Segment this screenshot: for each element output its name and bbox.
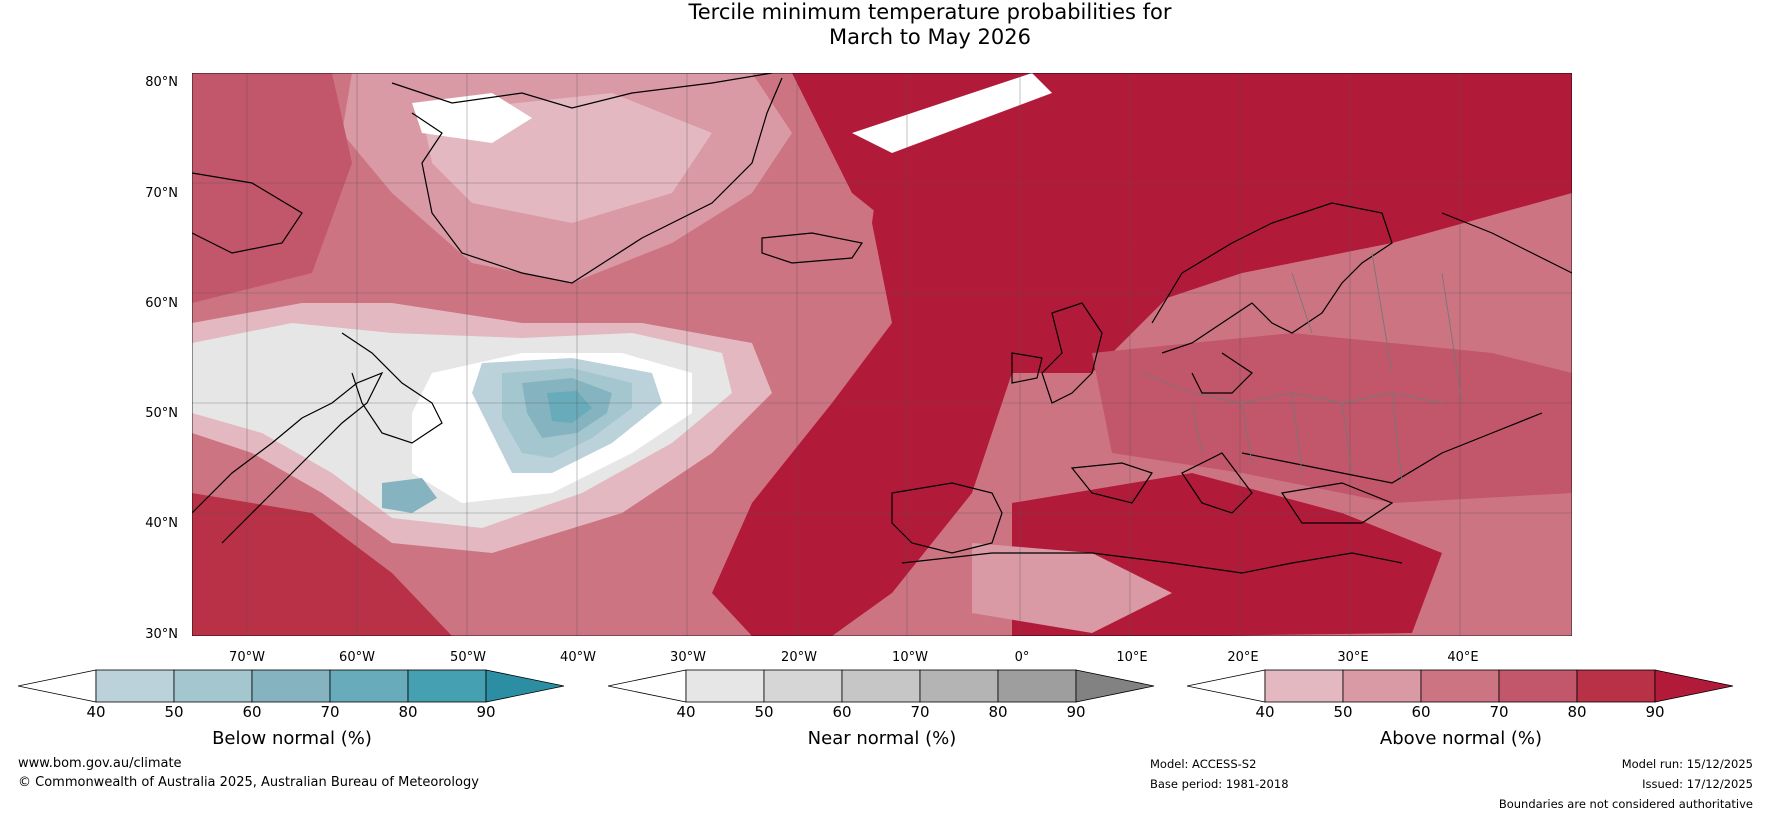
map-title: Tercile minimum temperature probabilitie… bbox=[0, 0, 1770, 50]
colorbar-near bbox=[608, 669, 1155, 703]
lat-label: 60°N bbox=[145, 296, 178, 311]
coastlines bbox=[192, 73, 1572, 574]
colorbar-tick-label: 70 bbox=[910, 703, 930, 721]
region-canada-red bbox=[192, 73, 352, 303]
colorbar-segment bbox=[173, 669, 253, 703]
footer-issued: Issued: 17/12/2025 bbox=[1642, 777, 1753, 791]
lon-label: 10°W bbox=[892, 650, 928, 665]
colorbar-extend-high bbox=[485, 669, 565, 703]
region-greenland-white bbox=[412, 93, 532, 143]
colorbar-above-label: Above normal (%) bbox=[1379, 728, 1543, 749]
colorbar-segment bbox=[1498, 669, 1578, 703]
colorbar-tick-label: 80 bbox=[988, 703, 1008, 721]
colorbar-extend-high bbox=[1654, 669, 1734, 703]
footer-model: Model: ACCESS-S2 bbox=[1150, 757, 1257, 771]
lat-label: 80°N bbox=[145, 75, 178, 90]
footer-url[interactable]: www.bom.gov.au/climate bbox=[18, 756, 182, 771]
footer-copyright: © Commonwealth of Australia 2025, Austra… bbox=[18, 775, 479, 790]
colorbar-tick-label: 50 bbox=[164, 703, 184, 721]
region-arctic-white bbox=[852, 73, 1052, 153]
lon-label: 40°E bbox=[1447, 650, 1479, 665]
colorbar-tick-label: 90 bbox=[476, 703, 496, 721]
colorbar-tick-label: 40 bbox=[86, 703, 106, 721]
colorbar-extend-low bbox=[1187, 669, 1266, 703]
lon-label: 30°W bbox=[670, 650, 706, 665]
lon-label: 50°W bbox=[450, 650, 486, 665]
lat-label: 50°N bbox=[145, 406, 178, 421]
lon-label: 60°W bbox=[339, 650, 375, 665]
colorbar-tick-label: 80 bbox=[398, 703, 418, 721]
map-area bbox=[192, 73, 1572, 636]
colorbar-tick-label: 90 bbox=[1066, 703, 1086, 721]
colorbar-segment bbox=[763, 669, 843, 703]
colorbar-tick-label: 90 bbox=[1645, 703, 1665, 721]
colorbar-tick-label: 80 bbox=[1567, 703, 1587, 721]
footer-model-run: Model run: 15/12/2025 bbox=[1621, 757, 1753, 771]
colorbar-segment bbox=[685, 669, 765, 703]
region-below-small bbox=[382, 478, 437, 513]
colorbar-extend-low bbox=[18, 669, 97, 703]
colorbar-tick-label: 50 bbox=[754, 703, 774, 721]
lon-label: 0° bbox=[1014, 650, 1030, 665]
lon-label: 10°E bbox=[1116, 650, 1148, 665]
colorbar-tick-label: 40 bbox=[1255, 703, 1275, 721]
colorbar-tick-label: 60 bbox=[1411, 703, 1431, 721]
lat-label: 40°N bbox=[145, 516, 178, 531]
map-svg bbox=[192, 73, 1572, 636]
colorbar-below bbox=[18, 669, 565, 703]
colorbar-extend-low bbox=[608, 669, 687, 703]
title-line-1: Tercile minimum temperature probabilitie… bbox=[688, 0, 1172, 24]
lon-label: 30°E bbox=[1337, 650, 1369, 665]
colorbar-tick-label: 60 bbox=[832, 703, 852, 721]
country-borders bbox=[1141, 252, 1463, 484]
colorbar-tick-label: 70 bbox=[1489, 703, 1509, 721]
lon-label: 20°E bbox=[1227, 650, 1259, 665]
colorbar-segment bbox=[1576, 669, 1656, 703]
colorbar-above bbox=[1187, 669, 1734, 703]
title-line-2: March to May 2026 bbox=[829, 25, 1031, 49]
lat-label: 70°N bbox=[145, 186, 178, 201]
region-red-sw bbox=[192, 493, 452, 636]
colorbar-segment bbox=[841, 669, 921, 703]
region-below-80 bbox=[547, 391, 592, 423]
colorbar-segment bbox=[1342, 669, 1422, 703]
colorbar-segment bbox=[997, 669, 1077, 703]
colorbar-segment bbox=[1264, 669, 1344, 703]
colorbar-near-label: Near normal (%) bbox=[807, 728, 957, 749]
colorbar-tick-label: 40 bbox=[676, 703, 696, 721]
footer-disclaimer: Boundaries are not considered authoritat… bbox=[1498, 797, 1753, 811]
lon-label: 70°W bbox=[229, 650, 265, 665]
region-africa-light bbox=[972, 543, 1172, 633]
colorbar-below-label: Below normal (%) bbox=[212, 728, 372, 749]
lon-label: 20°W bbox=[781, 650, 817, 665]
colorbar-segment bbox=[919, 669, 999, 703]
footer-base-period: Base period: 1981-2018 bbox=[1150, 777, 1289, 791]
lat-label: 30°N bbox=[145, 627, 178, 642]
colorbar-segment bbox=[407, 669, 487, 703]
colorbar-tick-label: 60 bbox=[242, 703, 262, 721]
colorbar-segment bbox=[329, 669, 409, 703]
colorbar-tick-label: 70 bbox=[320, 703, 340, 721]
colorbar-extend-high bbox=[1075, 669, 1155, 703]
colorbar-segment bbox=[1420, 669, 1500, 703]
region-europe-red bbox=[1092, 333, 1572, 503]
colorbar-segment bbox=[251, 669, 331, 703]
colorbar-segment bbox=[95, 669, 175, 703]
colorbar-tick-label: 50 bbox=[1333, 703, 1353, 721]
lon-label: 40°W bbox=[560, 650, 596, 665]
